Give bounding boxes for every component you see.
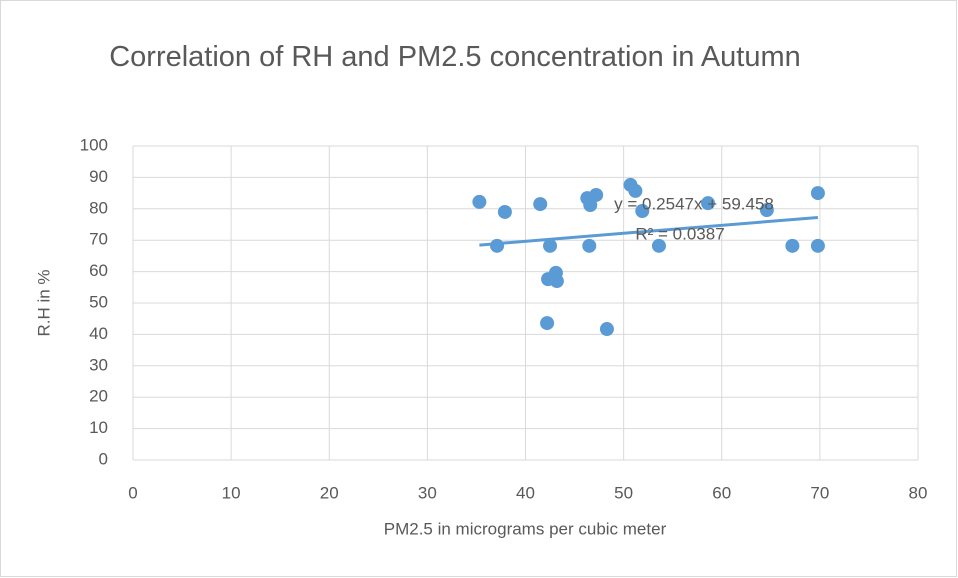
point [810,186,825,201]
x-tick-label: 0 [128,483,137,502]
trendline [479,215,819,247]
point [582,238,597,253]
y-tick-label: 90 [89,167,108,186]
point [810,238,825,253]
point [540,316,555,331]
point [628,183,643,198]
point [533,197,548,212]
x-tick-label: 60 [712,483,731,502]
point [472,194,487,209]
point [589,187,604,202]
x-tick-label: 20 [320,483,339,502]
point [651,238,666,253]
y-tick-label: 0 [99,449,108,468]
y-tick-label: 50 [89,292,108,311]
y-tick-label: 10 [89,418,108,437]
point [497,204,512,219]
point [701,196,716,211]
y-tick-label: 40 [89,324,108,343]
y-tick-label: 20 [89,387,108,406]
point [759,203,774,218]
y-tick-label: 80 [89,198,108,217]
point [635,203,650,218]
point [490,238,505,253]
y-tick-label: 60 [89,261,108,280]
y-axis-label: R.H in % [34,269,53,336]
point [599,322,614,337]
y-tick-label: 100 [80,135,108,154]
point [543,238,558,253]
trendline-equation: y = 0.2547x + 59.458 [614,194,774,213]
x-tick-label: 10 [222,483,241,502]
point [549,274,564,289]
x-tick-label: 40 [516,483,535,502]
chart-title: Correlation of RH and PM2.5 concentratio… [109,41,801,73]
trendline-r-squared: R² = 0.0387 [635,224,724,243]
point [785,238,800,253]
x-tick-label: 70 [810,483,829,502]
x-tick-label: 80 [909,483,928,502]
x-axis-label: PM2.5 in micrograms per cubic meter [384,519,667,538]
y-tick-label: 70 [89,230,108,249]
x-tick-label: 50 [614,483,633,502]
y-tick-label: 30 [89,355,108,374]
x-tick-label: 30 [418,483,437,502]
